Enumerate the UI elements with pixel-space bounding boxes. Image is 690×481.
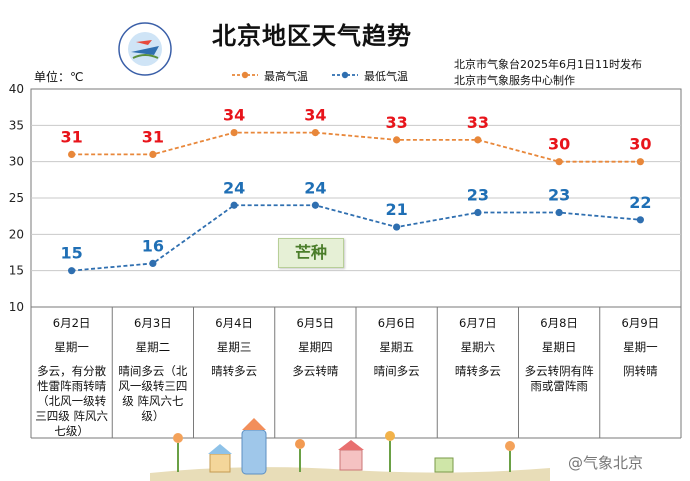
legend-high-label: 最高气温 <box>264 70 308 83</box>
high-data-label: 33 <box>467 113 489 132</box>
high-point <box>555 158 563 166</box>
high-data-label: 31 <box>60 127 82 146</box>
low-data-label: 23 <box>467 186 489 205</box>
day-cell: 6月9日星期一阴转晴 <box>600 308 681 438</box>
low-data-label: 24 <box>304 178 326 197</box>
legend-high-marker <box>241 71 249 79</box>
high-data-label: 30 <box>548 135 570 154</box>
day-weekday: 星期二 <box>135 340 171 354</box>
day-weather: 多云转晴 <box>292 364 339 378</box>
low-point <box>636 216 644 224</box>
low-temperature-line <box>71 204 641 272</box>
high-data-label: 31 <box>142 127 164 146</box>
day-weekday: 星期一 <box>54 340 89 354</box>
day-cell: 6月3日星期二晴间多云（北风一级转三四级 阵风六七级） <box>112 308 193 438</box>
day-weather: 多云，有分散性雷阵雨转晴（北风一级转三四级 阵风六七级） <box>35 364 108 438</box>
day-date: 6月6日 <box>377 316 416 330</box>
high-point <box>636 158 644 166</box>
legend-low-label: 最低气温 <box>364 70 408 83</box>
high-data-label: 30 <box>629 135 651 154</box>
low-data-label: 16 <box>142 236 164 255</box>
day-weather: 多云转阴有阵雨或雷阵雨 <box>524 364 594 393</box>
day-weekday: 星期三 <box>216 340 252 354</box>
day-weather: 晴转多云 <box>454 364 501 378</box>
y-tick-label: 35 <box>9 118 24 132</box>
unit-label: 单位：℃ <box>34 70 84 84</box>
day-cell: 6月8日星期日多云转阴有阵雨或雷阵雨 <box>519 308 600 438</box>
high-point <box>149 150 157 158</box>
high-data-label: 34 <box>223 106 245 125</box>
high-temperature-line <box>71 131 641 163</box>
source-line-2: 北京市气象服务中心制作 <box>454 74 575 87</box>
day-date: 6月9日 <box>621 316 660 330</box>
day-date: 6月8日 <box>540 316 578 330</box>
day-cell: 6月7日星期六晴转多云 <box>437 308 518 438</box>
y-tick-label: 40 <box>9 82 24 96</box>
day-weekday: 星期四 <box>298 340 333 354</box>
high-data-label: 34 <box>304 106 326 125</box>
high-point <box>230 129 238 137</box>
high-point <box>311 129 319 137</box>
day-cell: 6月2日星期一多云，有分散性雷阵雨转晴（北风一级转三四级 阵风六七级） <box>31 308 112 438</box>
high-point <box>393 136 401 144</box>
low-point <box>149 259 157 267</box>
day-weekday: 星期日 <box>541 340 577 354</box>
footer-decoration-icon <box>150 418 550 481</box>
day-weather: 阴转晴 <box>623 364 658 378</box>
day-weekday: 星期五 <box>379 340 414 354</box>
solar-term-badge: 芒种 <box>278 238 344 268</box>
day-date: 6月7日 <box>459 316 497 330</box>
day-date: 6月4日 <box>215 316 253 330</box>
low-data-label: 24 <box>223 178 245 197</box>
high-point <box>474 136 482 144</box>
y-tick-label: 10 <box>9 300 24 314</box>
day-weather: 晴间多云（北风一级转三四级 阵风六七级） <box>118 364 188 423</box>
day-date: 6月5日 <box>296 316 335 330</box>
low-data-label: 21 <box>385 200 407 219</box>
low-data-label: 15 <box>60 244 82 263</box>
y-tick-label: 20 <box>9 227 24 241</box>
low-point <box>555 208 563 217</box>
low-point <box>393 223 401 231</box>
day-cell: 6月5日星期四多云转晴 <box>275 308 356 438</box>
weather-bureau-logo-icon <box>118 22 172 76</box>
low-point <box>68 267 76 275</box>
low-data-label: 22 <box>629 193 651 212</box>
day-date: 6月3日 <box>134 316 172 330</box>
low-point <box>311 201 319 209</box>
day-cell: 6月4日星期三晴转多云 <box>194 308 275 438</box>
day-weekday: 星期一 <box>623 340 658 354</box>
low-point <box>230 201 238 209</box>
y-tick-label: 15 <box>9 264 24 278</box>
high-point <box>68 150 76 158</box>
day-date: 6月2日 <box>52 316 91 330</box>
y-tick-label: 30 <box>9 155 24 169</box>
source-line-1: 北京市气象台2025年6月1日11时发布 <box>454 58 642 71</box>
day-weather: 晴间多云 <box>373 364 420 378</box>
day-weather: 晴转多云 <box>211 364 258 378</box>
day-cell: 6月6日星期五晴间多云 <box>356 308 437 438</box>
high-data-label: 33 <box>385 113 407 132</box>
page-title: 北京地区天气趋势 <box>212 22 412 50</box>
low-data-label: 23 <box>548 186 570 205</box>
weibo-handle: @气象北京 <box>568 454 644 472</box>
low-point <box>474 208 482 217</box>
y-tick-label: 25 <box>9 191 24 205</box>
day-weekday: 星期六 <box>460 340 496 354</box>
legend-low-marker <box>341 71 349 79</box>
